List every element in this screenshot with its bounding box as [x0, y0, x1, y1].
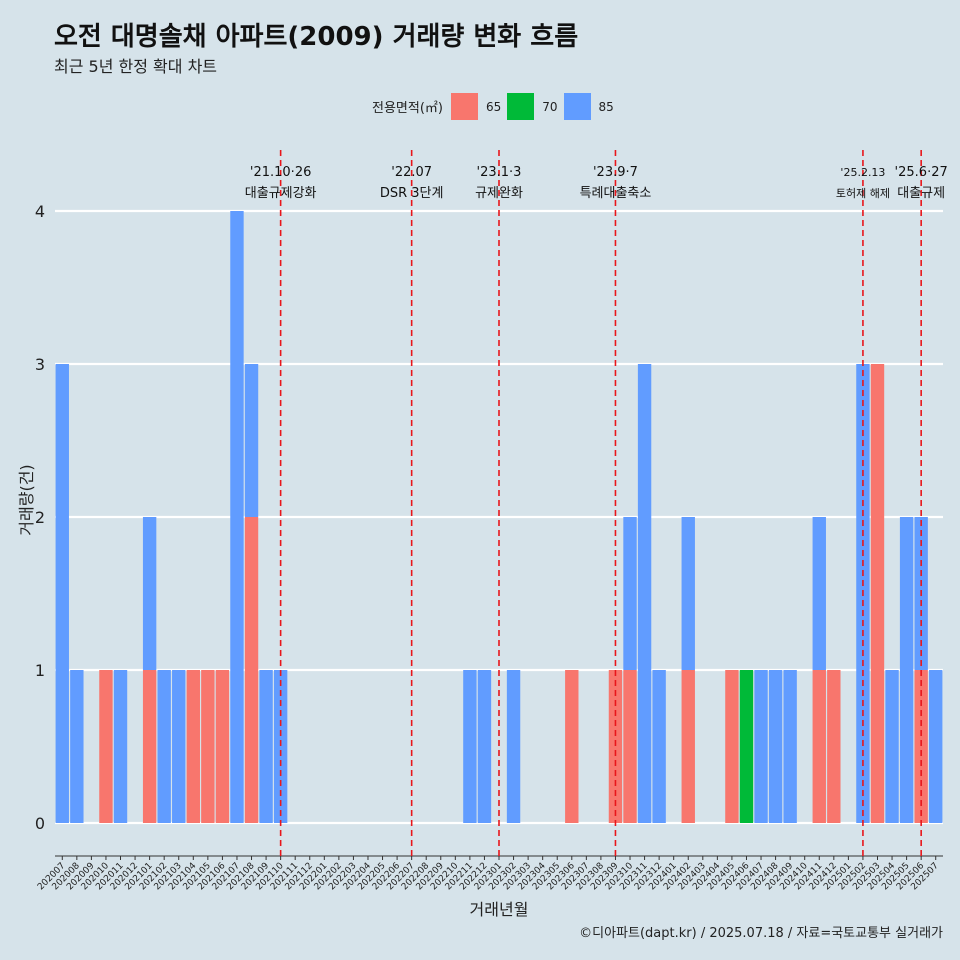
bar-202503-65	[870, 364, 885, 823]
bar-202109-85	[259, 670, 273, 823]
chart-title: 오전 대명솔채 아파트(2009) 거래량 변화 흐름	[54, 22, 579, 52]
legend-item-85: 85	[563, 93, 614, 120]
event-date-label: '21.10·26	[250, 165, 311, 180]
legend-title: 전용면적(㎡)	[372, 101, 443, 116]
legend-swatch-85	[563, 93, 591, 120]
bar-202408-85	[768, 670, 783, 823]
legend-swatch-70	[507, 93, 535, 120]
event-name-label: 규제완화	[475, 186, 523, 201]
bar-202106-65	[215, 670, 230, 823]
event-date-label: '23.1·3	[477, 165, 522, 180]
bar-202504-85	[885, 670, 899, 823]
bar-202105-65	[201, 670, 215, 823]
legend-item-65: 65	[450, 93, 502, 120]
legend-swatch-65	[450, 93, 478, 120]
bar-202008-85	[70, 670, 84, 823]
bar-202312-85	[652, 670, 666, 823]
bar-202211-85	[463, 670, 477, 823]
bar-202311-85	[637, 364, 652, 823]
bar-202507-85	[929, 670, 943, 823]
bar-202103-85	[172, 670, 186, 823]
bar-202405-65	[725, 670, 739, 823]
event-name-label: 토허제 해제	[836, 186, 890, 200]
bar-202102-85	[157, 670, 171, 823]
x-axis-title: 거래년월	[470, 900, 529, 919]
event-date-label: '22.07	[391, 165, 432, 180]
bar-202406-70	[739, 670, 754, 823]
bar-202302-85	[506, 670, 521, 823]
bar-202407-85	[754, 670, 768, 823]
event-date-label: '23.9·7	[593, 165, 638, 180]
bar-202104-65	[186, 670, 200, 823]
bar-202101-85	[142, 517, 157, 670]
legend-label-85: 85	[598, 99, 614, 114]
bar-202402-85	[681, 517, 695, 670]
source-caption: ©디아파트(dapt.kr) / 2025.07.18 / 자료=국토교통부 실…	[579, 926, 943, 941]
bar-202505-85	[899, 517, 914, 823]
bar-202108-85	[244, 364, 259, 517]
y-tick-label: 4	[35, 202, 45, 221]
bar-202310-65	[623, 670, 637, 823]
legend-label-70: 70	[542, 99, 558, 114]
y-tick-label: 2	[35, 508, 45, 527]
event-date-label: '25.6·27	[895, 165, 948, 180]
bar-202212-85	[477, 670, 492, 823]
bar-202309-65	[608, 670, 623, 823]
event-date-label: '25.2.13	[840, 166, 885, 179]
bar-202011-85	[113, 670, 128, 823]
bar-202506-65	[914, 670, 928, 823]
event-name-label: DSR 3단계	[380, 186, 444, 201]
y-tick-label: 3	[35, 355, 45, 374]
event-name-label: 대출규제강화	[245, 186, 317, 201]
bar-202107-85	[230, 211, 244, 823]
bar-202402-65	[681, 670, 695, 823]
chart-subtitle: 최근 5년 한정 확대 차트	[54, 57, 218, 76]
legend: 전용면적(㎡) 65 70 85	[372, 93, 620, 120]
bar-202101-65	[142, 670, 157, 823]
bar-202306-65	[565, 670, 579, 823]
legend-label-65: 65	[485, 99, 502, 114]
bar-202110-85	[273, 670, 288, 823]
y-tick-label: 1	[35, 661, 45, 680]
legend-item-70: 70	[507, 93, 558, 120]
bar-202007-85	[55, 364, 69, 823]
event-name-label: 대출규제	[897, 186, 945, 201]
bar-202108-65	[244, 517, 259, 823]
event-name-label: 특례대출축소	[580, 186, 652, 201]
bar-202411-65	[812, 670, 826, 823]
bar-202409-85	[783, 670, 797, 823]
bar-202310-85	[623, 517, 637, 670]
y-tick-label: 0	[35, 814, 45, 833]
bar-202412-65	[827, 670, 841, 823]
y-axis-title: 거래량(건)	[17, 464, 36, 535]
bar-202010-65	[99, 670, 113, 823]
bar-202411-85	[812, 517, 826, 670]
